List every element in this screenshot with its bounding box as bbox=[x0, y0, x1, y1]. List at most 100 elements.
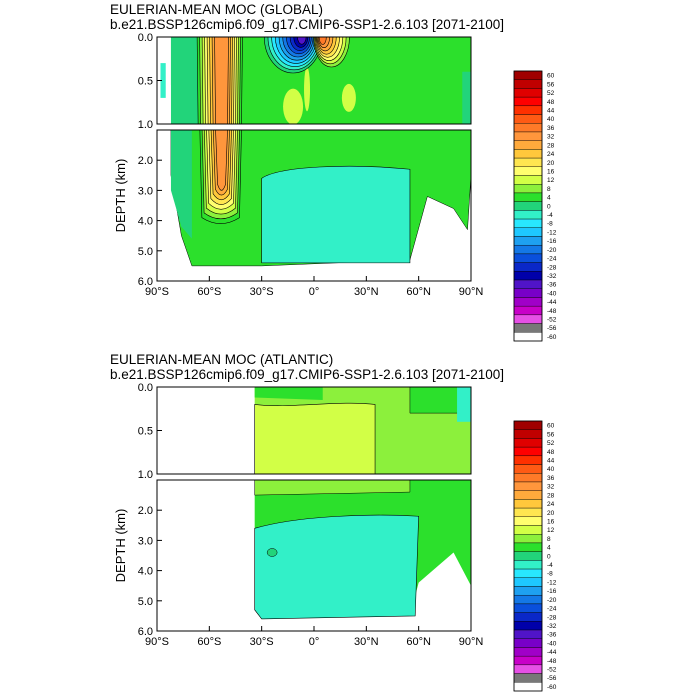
nh-positive-band bbox=[318, 37, 327, 45]
colorbar-swatch bbox=[513, 227, 543, 237]
upper-field bbox=[254, 387, 471, 474]
colorbar-label: 0 bbox=[547, 203, 551, 210]
colorbar-label: -28 bbox=[547, 264, 557, 271]
colorbar-swatch bbox=[513, 149, 543, 159]
colorbar-swatch bbox=[513, 446, 543, 457]
colorbar-label: -60 bbox=[547, 684, 557, 691]
colorbar-label: -20 bbox=[547, 247, 557, 254]
colorbar-swatch bbox=[513, 88, 543, 98]
x-tick-label: 90°S bbox=[145, 286, 169, 298]
colorbar-swatch bbox=[513, 131, 543, 141]
chart-subtitle: b.e21.BSSP126cmip6.f09_g17.CMIP6-SSP1-2.… bbox=[110, 367, 504, 382]
colorbar-label: 16 bbox=[547, 518, 555, 525]
colorbar-label: -40 bbox=[547, 640, 557, 647]
x-tick-label: 60°S bbox=[197, 286, 221, 298]
colorbar-swatch bbox=[513, 70, 543, 80]
colorbar-label: -52 bbox=[547, 317, 557, 324]
colorbar-label: 52 bbox=[547, 90, 555, 97]
lower-field bbox=[157, 480, 471, 631]
colorbar-swatch bbox=[513, 244, 543, 255]
colorbar-label: -8 bbox=[547, 571, 553, 578]
colorbar-label: 56 bbox=[547, 431, 555, 438]
colorbar-swatch bbox=[513, 201, 543, 211]
colorbar-swatch bbox=[513, 288, 543, 298]
colorbar-swatch bbox=[513, 114, 543, 124]
y-axis-label: DEPTH (km) bbox=[113, 159, 128, 233]
colorbar-swatch bbox=[513, 603, 543, 613]
colorbar-label: 16 bbox=[547, 168, 555, 175]
colorbar-swatch bbox=[513, 105, 543, 115]
upper-field bbox=[157, 37, 471, 124]
colorbar-swatch bbox=[513, 420, 543, 430]
colorbar-swatch bbox=[513, 332, 543, 342]
colorbar-label: -12 bbox=[547, 579, 557, 586]
colorbar-swatch bbox=[513, 647, 543, 657]
colorbar-swatch bbox=[513, 262, 543, 272]
colorbar-swatch bbox=[513, 577, 543, 587]
colorbar-label: 28 bbox=[547, 142, 555, 149]
chart-atlantic: EULERIAN-MEAN MOC (ATLANTIC)b.e21.BSSP12… bbox=[110, 352, 557, 692]
colorbar-label: -44 bbox=[547, 299, 557, 306]
x-tick-label: 30°S bbox=[250, 636, 274, 648]
colorbar-swatch bbox=[513, 464, 543, 474]
y-tick-label: 2.0 bbox=[138, 505, 153, 517]
colorbar-swatch bbox=[513, 253, 543, 263]
colorbar-swatch bbox=[513, 664, 543, 674]
colorbar-swatch bbox=[513, 516, 543, 526]
colorbar-swatch bbox=[513, 157, 543, 168]
sh-cell-band bbox=[215, 130, 228, 191]
colorbar-label: 44 bbox=[547, 457, 555, 464]
colorbar-label: 56 bbox=[547, 81, 555, 88]
colorbar-label: -24 bbox=[547, 256, 557, 263]
colorbar-label: -32 bbox=[547, 273, 557, 280]
colorbar-label: 20 bbox=[547, 510, 555, 517]
colorbar-frame bbox=[513, 420, 543, 692]
colorbar-label: -56 bbox=[547, 325, 557, 332]
chart-subtitle: b.e21.BSSP126cmip6.f09_g17.CMIP6-SSP1-2.… bbox=[110, 17, 504, 32]
x-tick-label: 60°S bbox=[197, 636, 221, 648]
x-tick-label: 0° bbox=[309, 286, 320, 298]
x-tick-label: 60°N bbox=[406, 636, 431, 648]
colorbar-label: 52 bbox=[547, 440, 555, 447]
y-tick-label: 2.0 bbox=[138, 155, 153, 167]
colorbar-label: 12 bbox=[547, 177, 555, 184]
colorbar-label: -12 bbox=[547, 229, 557, 236]
colorbar-label: 48 bbox=[547, 449, 555, 456]
colorbar-label: -52 bbox=[547, 667, 557, 674]
colorbar-swatch bbox=[513, 481, 543, 491]
colorbar-swatch bbox=[513, 297, 543, 307]
colorbar-swatch bbox=[513, 218, 543, 228]
y-tick-label: 0.5 bbox=[138, 426, 153, 438]
colorbar-label: 20 bbox=[547, 160, 555, 167]
colorbar-swatch bbox=[513, 166, 543, 176]
colorbar-swatch bbox=[513, 429, 543, 439]
colorbar-swatch bbox=[513, 323, 543, 333]
colorbar-label: 24 bbox=[547, 151, 555, 158]
colorbar-swatch bbox=[513, 236, 543, 246]
colorbar-swatch bbox=[513, 655, 543, 666]
x-tick-label: 60°N bbox=[406, 286, 431, 298]
colorbar-swatch bbox=[513, 455, 543, 465]
colorbar-label: -4 bbox=[547, 212, 553, 219]
colorbar-label: -48 bbox=[547, 658, 557, 665]
colorbar-label: -40 bbox=[547, 290, 557, 297]
colorbar-label: 40 bbox=[547, 116, 555, 123]
colorbar-swatch bbox=[513, 586, 543, 596]
chart-title: EULERIAN-MEAN MOC (GLOBAL) bbox=[110, 2, 323, 17]
x-tick-label: 30°S bbox=[250, 286, 274, 298]
colorbar-swatch bbox=[513, 638, 543, 648]
colorbar-swatch bbox=[513, 314, 543, 324]
colorbar-label: -36 bbox=[547, 632, 557, 639]
positive-core bbox=[254, 402, 376, 474]
y-tick-label: 3.0 bbox=[138, 535, 153, 547]
colorbar-label: 36 bbox=[547, 125, 555, 132]
colorbar-label: 8 bbox=[547, 536, 551, 543]
y-tick-label: 0.0 bbox=[138, 32, 153, 44]
colorbar-swatch bbox=[513, 96, 543, 107]
colorbar-swatch bbox=[513, 542, 543, 552]
colorbar-swatch bbox=[513, 279, 543, 289]
colorbar-label: 28 bbox=[547, 492, 555, 499]
y-tick-label: 0.0 bbox=[138, 382, 153, 394]
colorbar-swatch bbox=[513, 140, 543, 150]
